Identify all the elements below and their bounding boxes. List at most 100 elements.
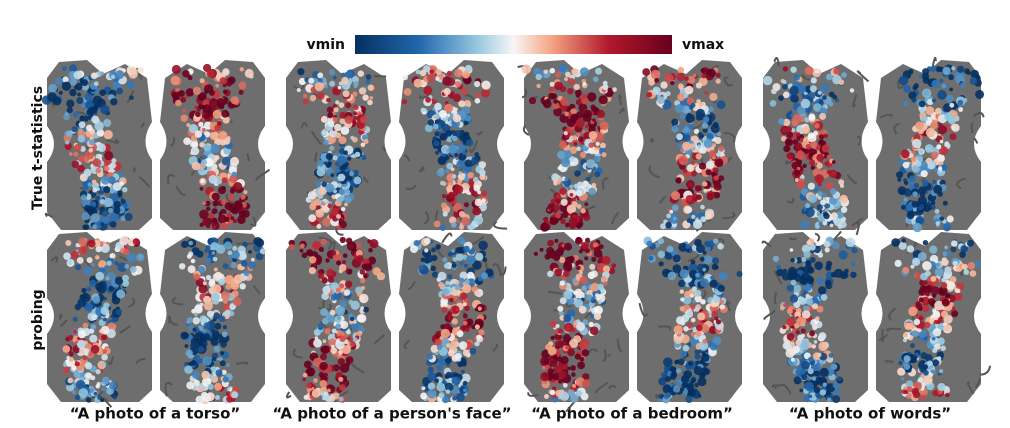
activation <box>116 289 126 299</box>
activation <box>567 88 574 95</box>
activation <box>243 270 250 277</box>
activation <box>819 134 825 140</box>
activation <box>338 102 345 108</box>
activation <box>569 193 574 197</box>
activation <box>243 190 248 195</box>
sulcus <box>107 356 114 366</box>
activation <box>820 88 825 93</box>
activation <box>646 240 653 247</box>
activation <box>444 100 449 105</box>
activation <box>348 299 354 305</box>
activation <box>929 317 935 323</box>
activation <box>915 161 922 167</box>
activation <box>825 181 834 190</box>
activation <box>464 305 470 312</box>
activation <box>317 72 324 79</box>
activation <box>547 239 554 247</box>
activation <box>203 322 211 330</box>
activation <box>907 68 914 75</box>
activation <box>554 81 563 91</box>
activation <box>793 376 802 385</box>
activation <box>563 314 572 323</box>
activation <box>944 112 954 122</box>
activation <box>238 89 244 95</box>
activation <box>427 353 433 360</box>
sulcus <box>405 184 417 191</box>
activation <box>784 342 790 348</box>
activation <box>593 312 602 320</box>
activation <box>441 306 448 313</box>
activation <box>445 389 451 394</box>
activation <box>679 269 689 279</box>
activation <box>912 138 922 149</box>
activation <box>790 66 797 73</box>
activation <box>87 239 96 248</box>
activation <box>87 106 96 115</box>
activation <box>95 255 100 260</box>
activation <box>423 237 431 245</box>
activation <box>460 217 470 226</box>
activation <box>358 87 367 95</box>
activation <box>708 106 714 112</box>
sulcus <box>235 361 249 366</box>
activation <box>682 168 688 174</box>
activation <box>812 303 818 310</box>
activation <box>678 83 684 90</box>
activation <box>465 139 474 147</box>
activation <box>93 240 101 247</box>
activation <box>473 215 484 225</box>
activation <box>719 304 725 310</box>
activation <box>922 88 932 98</box>
sulcus <box>285 391 292 399</box>
activation <box>951 240 958 247</box>
activation <box>95 245 102 253</box>
activation <box>909 175 916 183</box>
activation <box>199 186 204 191</box>
activation <box>805 143 812 150</box>
activation <box>342 260 347 265</box>
activation <box>823 240 831 248</box>
sulcus <box>311 131 322 145</box>
sulcus <box>250 216 257 227</box>
activation <box>956 65 965 73</box>
activation <box>816 162 823 169</box>
activation <box>342 253 348 258</box>
activation <box>362 134 369 141</box>
activation <box>800 341 810 351</box>
sulcus <box>725 300 731 312</box>
activation <box>444 155 450 160</box>
activation <box>353 104 359 111</box>
activation <box>575 236 582 244</box>
activation <box>198 358 204 364</box>
activation <box>803 250 811 259</box>
activation <box>850 261 856 266</box>
activation <box>410 245 418 253</box>
activation <box>709 342 718 351</box>
activation <box>90 213 100 223</box>
sulcus <box>521 88 528 99</box>
activation <box>77 164 85 173</box>
activation <box>927 161 936 170</box>
sulcus <box>351 363 365 374</box>
activation <box>221 177 228 184</box>
activation <box>557 150 567 160</box>
activation <box>574 170 581 177</box>
activation <box>81 79 89 87</box>
activation <box>931 205 936 210</box>
activation <box>902 266 910 274</box>
hemisphere <box>876 56 985 233</box>
activation <box>419 69 427 77</box>
activation <box>315 181 322 187</box>
activation <box>608 267 616 275</box>
activation <box>202 217 211 227</box>
activation <box>547 203 556 212</box>
activation <box>222 325 227 330</box>
activation <box>560 218 566 225</box>
activation <box>63 252 71 260</box>
activation <box>669 209 674 214</box>
activation <box>563 131 568 136</box>
activation <box>585 124 589 129</box>
activation <box>88 139 96 146</box>
activation <box>814 123 820 129</box>
activation <box>943 272 951 280</box>
